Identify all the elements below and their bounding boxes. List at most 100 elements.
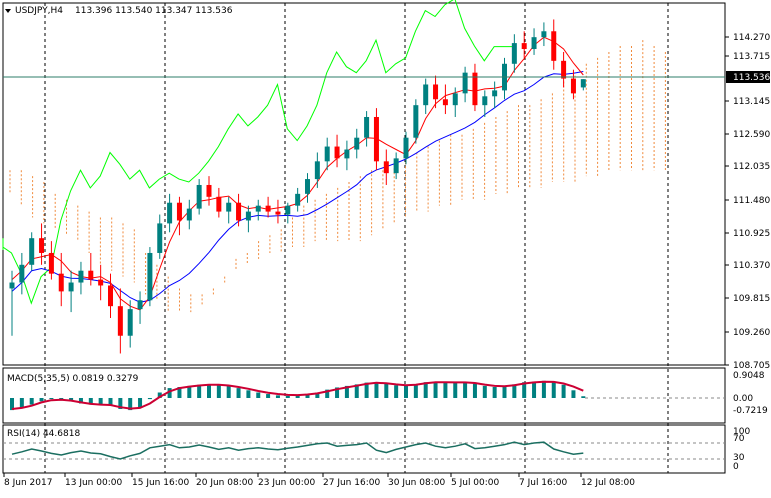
candle-body-7	[78, 270, 84, 283]
candle-body-19	[196, 184, 202, 209]
macd-bar-27	[275, 395, 280, 398]
candle-body-34	[344, 149, 350, 159]
candle-33	[334, 134, 340, 168]
price-tick-label-2: 113.145	[733, 97, 770, 107]
candle-26	[265, 196, 271, 218]
candle-46	[462, 66, 468, 103]
macd-bar-8	[88, 398, 93, 405]
macd-bar-55	[551, 382, 556, 398]
candle-body-27	[275, 211, 281, 215]
candle-body-12	[127, 309, 133, 336]
candle-body-23	[236, 202, 242, 221]
candle-47	[472, 63, 478, 112]
macd-bar-20	[207, 384, 211, 398]
candle-8	[88, 252, 94, 286]
candle-body-49	[492, 90, 498, 97]
candle-body-37	[373, 116, 379, 162]
candle-body-33	[334, 146, 340, 159]
macd-tick-label-2: -0.7219	[733, 406, 768, 416]
rsi-tick-label-3: 0	[733, 462, 739, 472]
candle-body-41	[413, 105, 419, 138]
candle-23	[236, 193, 242, 227]
candle-body-25	[255, 205, 261, 212]
ohlc-readout: 113.396 113.540 113.347 113.536	[75, 6, 233, 16]
candle-body-22	[226, 202, 232, 212]
candle-body-6	[68, 282, 74, 292]
candle-body-52	[521, 43, 527, 50]
macd-pane-frame	[2, 367, 726, 424]
candle-21	[216, 187, 222, 218]
triangle-down-icon[interactable]	[5, 9, 11, 13]
candle-14	[147, 247, 153, 307]
candle-40	[403, 131, 409, 165]
candle-53	[531, 28, 537, 55]
candle-20	[206, 176, 212, 206]
macd-bar-41	[413, 384, 418, 398]
price-tick-label-5: 111.480	[733, 196, 770, 206]
candle-body-56	[561, 60, 567, 79]
candle-29	[295, 187, 301, 212]
rsi-tick-label-0: 100	[733, 427, 750, 437]
candle-body-13	[137, 300, 143, 310]
candle-41	[413, 99, 419, 144]
macd-bar-3	[39, 398, 44, 402]
chikou-span-line	[2, 0, 514, 305]
candle-58	[580, 79, 586, 91]
macd-bar-11	[118, 398, 123, 409]
candle-31	[314, 152, 320, 188]
macd-bar-32	[325, 389, 330, 398]
candle-1	[19, 252, 25, 295]
macd-bar-38	[384, 383, 389, 398]
candle-body-0	[9, 282, 15, 289]
time-axis: 8 Jun 2017 13 Jun 00:00 15 Jun 16:00 20 Jun…	[3, 473, 635, 488]
main-pane-frame	[2, 2, 726, 366]
candle-44	[442, 84, 448, 115]
macd-bar-58	[581, 396, 586, 398]
price-tick-label-7: 110.370	[733, 261, 770, 271]
candle-body-39	[393, 158, 399, 174]
candle-body-26	[265, 205, 271, 212]
time-tick-label-0: 8 Jun 2017	[4, 478, 52, 488]
time-tick-label-5: 27 Jun 16:00	[323, 478, 380, 488]
macd-bar-53	[532, 381, 537, 398]
candle-body-2	[29, 238, 35, 265]
candle-body-31	[314, 161, 320, 180]
macd-bar-7	[78, 398, 83, 404]
candle-body-32	[324, 146, 330, 162]
macd-bar-29	[295, 395, 300, 398]
candle-10	[108, 273, 113, 318]
macd-bar-4	[49, 398, 54, 400]
candle-body-40	[403, 137, 409, 159]
macd-bar-33	[335, 387, 340, 398]
candle-28	[285, 202, 291, 224]
macd-bar-48	[482, 385, 487, 398]
candle-16	[167, 193, 173, 233]
macd-bar-56	[561, 384, 566, 398]
price-axis: 114.270 113.715 113.145 112.590 112.035 111.4…	[725, 33, 770, 371]
macd-bar-25	[256, 392, 261, 398]
candle-body-58	[580, 79, 586, 88]
kijun-sen-line	[11, 71, 584, 303]
price-tick-label-0: 114.270	[733, 33, 770, 43]
macd-bar-15	[157, 392, 162, 398]
macd-bar-18	[187, 385, 192, 398]
price-tick-label-8: 109.815	[733, 294, 770, 304]
candle-body-45	[452, 93, 458, 106]
candle-body-5	[58, 273, 64, 292]
candle-54	[541, 22, 547, 47]
candle-36	[364, 111, 370, 147]
macd-tick-label-0: 0.9048	[733, 371, 765, 381]
time-tick-label-8: 7 Jul 16:00	[519, 478, 568, 488]
candle-body-53	[531, 37, 537, 50]
macd-bar-54	[541, 380, 546, 398]
macd-bar-13	[138, 398, 143, 408]
macd-bar-52	[522, 382, 527, 398]
macd-bar-28	[285, 395, 290, 398]
macd-tick-label-1: 0.00	[733, 394, 753, 404]
macd-bar-24	[246, 390, 251, 398]
time-tick-label-3: 20 Jun 08:00	[196, 478, 253, 488]
candle-24	[245, 205, 251, 233]
candle-19	[196, 179, 202, 215]
macd-bar-40	[404, 385, 408, 398]
